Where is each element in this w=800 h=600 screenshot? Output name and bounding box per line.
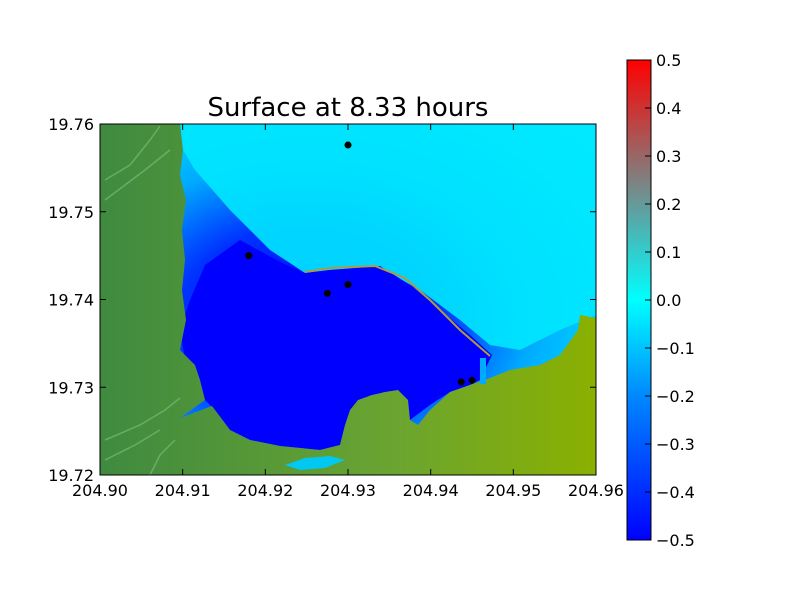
gauge-point bbox=[245, 252, 253, 260]
colorbar-tick-label: −0.5 bbox=[656, 531, 695, 550]
colorbar-tick-label: 0.1 bbox=[656, 243, 681, 262]
x-tick-label: 204.92 bbox=[237, 481, 293, 500]
gauge-point bbox=[344, 141, 352, 149]
colorbar-tick-label: −0.2 bbox=[656, 387, 695, 406]
harbor-channel bbox=[285, 456, 345, 470]
y-tick-label: 19.73 bbox=[48, 378, 94, 397]
colorbar-tick-label: −0.3 bbox=[656, 435, 695, 454]
offshore-cyan bbox=[180, 124, 596, 350]
colorbar-tick-label: 0.0 bbox=[656, 291, 681, 310]
y-axis: 19.72 19.73 19.74 19.75 19.76 bbox=[48, 115, 596, 485]
colorbar-tick-label: 0.2 bbox=[656, 195, 681, 214]
chart-title: Surface at 8.33 hours bbox=[208, 93, 489, 123]
land-west bbox=[100, 124, 596, 475]
harbor-inlet bbox=[480, 358, 486, 384]
gauge-points bbox=[245, 141, 476, 386]
colorbar-tick-label: 0.3 bbox=[656, 147, 681, 166]
y-tick-label: 19.75 bbox=[48, 203, 94, 222]
y-tick-label: 19.76 bbox=[48, 115, 94, 134]
gauge-point bbox=[344, 281, 352, 289]
x-tick-label: 204.96 bbox=[568, 481, 624, 500]
colorbar-tick-label: 0.5 bbox=[656, 51, 681, 70]
colorbar-tick-label: 0.4 bbox=[656, 99, 681, 118]
colorbar-tick-label: −0.1 bbox=[656, 339, 695, 358]
streams bbox=[104, 125, 181, 475]
x-tick-label: 204.94 bbox=[403, 481, 459, 500]
x-tick-label: 204.90 bbox=[72, 481, 128, 500]
shoreline-streak bbox=[304, 264, 491, 357]
colorbar-ticks: 0.5 0.4 0.3 0.2 0.1 0.0 −0.1 −0.2 −0.3 −0.4 −0.5 bbox=[645, 51, 695, 550]
x-axis: 204.90 204.91 204.92 204.93 204.94 204.95 204.… bbox=[72, 124, 624, 500]
gauge-point bbox=[468, 376, 476, 384]
x-tick-label: 204.95 bbox=[485, 481, 541, 500]
deep-bay bbox=[180, 240, 492, 450]
gauge-point bbox=[457, 378, 465, 386]
y-tick-label: 19.72 bbox=[48, 466, 94, 485]
gauge-point bbox=[323, 289, 331, 297]
y-tick-label: 19.74 bbox=[48, 291, 94, 310]
x-tick-label: 204.93 bbox=[320, 481, 376, 500]
colorbar-tick-label: −0.4 bbox=[656, 483, 695, 502]
x-tick-label: 204.91 bbox=[155, 481, 211, 500]
plot-area bbox=[100, 124, 596, 475]
